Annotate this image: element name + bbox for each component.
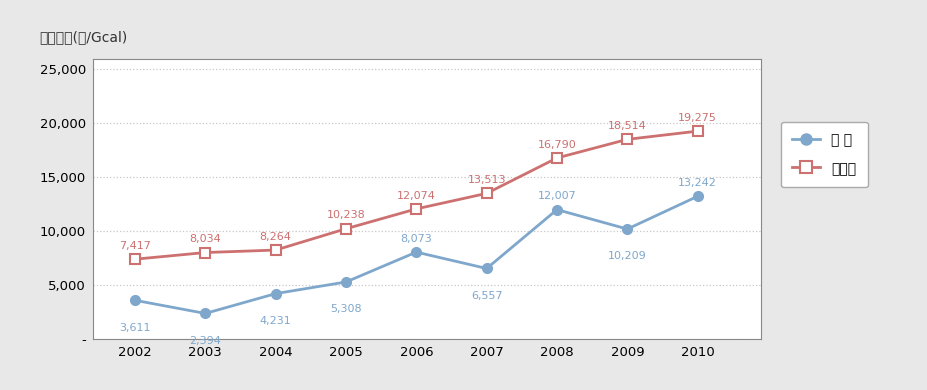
Text: 4,231: 4,231	[260, 316, 291, 326]
Text: 12,007: 12,007	[537, 191, 576, 201]
Text: 18,514: 18,514	[607, 121, 646, 131]
Legend: 전 력, 열공급: 전 력, 열공급	[781, 122, 867, 187]
Text: 13,513: 13,513	[467, 175, 505, 185]
Text: 8,264: 8,264	[260, 232, 291, 242]
Text: 6,557: 6,557	[470, 291, 502, 301]
Text: 12,074: 12,074	[397, 191, 436, 200]
Text: 3,611: 3,611	[120, 323, 150, 333]
Text: 8,034: 8,034	[189, 234, 221, 244]
Text: 13,242: 13,242	[678, 178, 717, 188]
Text: 19,275: 19,275	[678, 113, 717, 123]
Text: 판매단가(원/Gcal): 판매단가(원/Gcal)	[39, 30, 127, 44]
Text: 10,238: 10,238	[326, 210, 365, 220]
Text: 5,308: 5,308	[330, 304, 362, 314]
Text: 8,073: 8,073	[400, 234, 432, 244]
Text: 7,417: 7,417	[119, 241, 151, 251]
Text: 10,209: 10,209	[607, 251, 646, 261]
Text: 16,790: 16,790	[537, 140, 576, 150]
Text: 2,394: 2,394	[189, 336, 221, 346]
